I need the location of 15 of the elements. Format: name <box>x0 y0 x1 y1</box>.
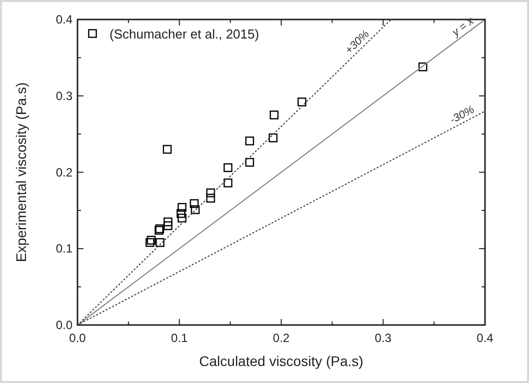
x-tick-label: 0.1 <box>171 331 188 345</box>
y-tick-label: 0.4 <box>56 12 73 26</box>
x-tick-label: 0.0 <box>69 331 86 345</box>
x-tick-label: 0.3 <box>374 331 392 345</box>
y-tick-label: 0.0 <box>56 318 73 332</box>
x-tick-label: 0.2 <box>272 331 290 345</box>
y-tick-label: 0.3 <box>56 88 73 103</box>
annotation: y = x <box>449 14 477 40</box>
legend-label: (Schumacher et al., 2015) <box>110 26 260 42</box>
x-axis-title: Calculated viscosity (Pa.s) <box>199 353 364 369</box>
y-axis-title: Experimental viscosity (Pa.s) <box>13 82 29 262</box>
annotation: -30% <box>448 104 477 126</box>
x-tick-label: 0.4 <box>476 331 494 345</box>
y-tick-label: 0.1 <box>56 242 73 256</box>
y-tick-label: 0.2 <box>56 165 73 180</box>
